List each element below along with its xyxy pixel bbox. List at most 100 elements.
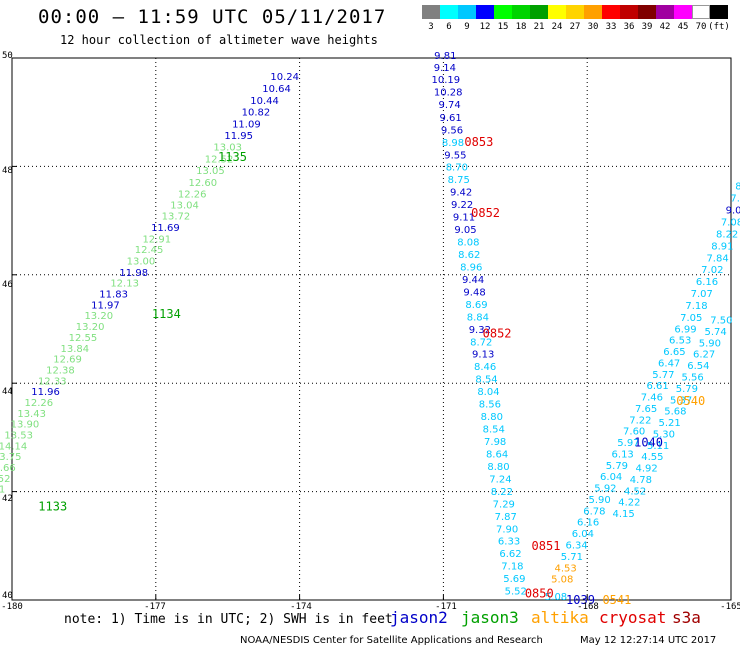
wave-height-label: 5.30 [653,429,675,440]
colorbar-label: 21 [533,22,545,32]
wave-height-label: 8.62 [458,250,480,261]
wave-height-label: 13.00 [127,257,156,268]
wave-height-label: 12.91 [142,234,171,245]
wave-height-label: 5.21 [659,418,681,429]
colorbar-label: 6 [446,22,452,32]
pass-time-label: 1134 [152,307,181,321]
wave-height-label: 5.56 [682,372,704,383]
y-tick-label: 48 [2,166,13,176]
wave-height-label: 11.96 [31,387,60,398]
wave-height-label: 8.98 [442,138,464,149]
wave-height-label: 9.32 [469,325,491,336]
wave-height-label: 6.53 [669,336,691,347]
wave-height-label: 6.33 [498,537,520,548]
wave-height-label: 12.33 [38,376,67,387]
colorbar-label: 24 [551,22,563,32]
colorbar-label: 18 [515,22,527,32]
wave-height-label: 12.26 [25,398,54,409]
wave-height-label: 9.81 [434,51,456,62]
y-tick-label: 42 [2,494,13,504]
x-tick-label: -168 [577,602,599,612]
colorbar-label: 70 [695,22,707,32]
wave-height-label: 7.29 [493,499,515,510]
wave-height-label: 8.70 [446,163,468,174]
pass-time-label: 0540 [676,394,705,408]
colorbar-label: 39 [641,22,653,32]
colorbar-label: (ft) [708,22,730,32]
wave-height-label: 9.48 [463,287,485,298]
colorbar-swatch [566,5,584,19]
map-title: 00:00 – 11:59 UTC 05/11/2017 [38,6,387,28]
wave-height-label: 9.11 [453,213,475,224]
plot-frame [11,57,732,601]
wave-height-label: 5.90 [699,338,721,349]
wave-height-label: 11.98 [119,268,148,279]
legend-s3a: s3a [672,608,701,627]
wave-height-label: 8.75 [448,175,470,186]
wave-height-label: 8.72 [470,337,492,348]
wave-height-label: 13.84 [60,344,89,355]
wave-height-label: 12.60 [188,178,217,189]
wave-height-label: 8.22 [716,229,738,240]
colorbar-swatch [440,5,458,19]
wave-height-label: 9.04 [726,206,740,217]
wave-height-label: 11.97 [91,300,120,311]
wave-height-label: 4.78 [630,475,652,486]
colorbar-label: 30 [587,22,599,32]
wave-height-label: 11.83 [99,290,128,301]
wave-height-label: 7.22 [629,415,651,426]
wave-height-label: 5.52 [505,587,527,598]
pass-time-label: 1040 [634,436,663,450]
wave-height-label: 8.08 [457,238,479,249]
x-tick-label: -180 [1,602,23,612]
wave-height-label: 7.24 [489,474,511,485]
legend-cryosat: cryosat [599,608,667,627]
colorbar-swatch [494,5,512,19]
wave-height-label: 7.05 [680,313,702,324]
wave-height-label: 13.66 [0,463,16,474]
wave-height-colorbar [422,5,728,19]
wave-height-label: 9.14 [434,63,456,74]
colorbar-swatch [422,5,440,19]
x-tick-label: -171 [435,602,457,612]
wave-height-label: 8.80 [487,462,509,473]
colorbar-swatch [656,5,674,19]
colorbar-label: 33 [605,22,617,32]
wave-height-label: 6.27 [693,350,715,361]
pass-time-label: 0850 [525,586,554,600]
wave-height-label: 8.91 [711,241,733,252]
wave-height-label: 8.54 [475,375,497,386]
legend-jason3: jason3 [461,608,519,627]
pass-time-label: 1039 [566,593,595,607]
x-tick-label: -174 [290,602,312,612]
colorbar-swatch [710,5,728,19]
wave-height-label: 9.44 [462,275,484,286]
wave-height-label: 5.11 [647,441,669,452]
wave-height-label: 11.95 [224,131,253,142]
wave-height-label: 10.82 [242,107,271,118]
wave-height-label: 5.68 [664,407,686,418]
wave-height-label: 9.74 [438,100,460,111]
wave-height-label: 12.11 [0,485,5,496]
wave-height-label: 7.98 [484,437,506,448]
wave-height-label: 6.54 [687,361,709,372]
wave-height-label: 5.37 [670,395,692,406]
colorbar-label: 15 [497,22,509,32]
y-tick-label: 44 [2,387,13,397]
y-tick-label: 50 [2,51,13,61]
colorbar-swatch [674,5,692,19]
wave-height-label: 12.45 [135,245,164,256]
wave-height-label: 6.99 [674,324,696,335]
wave-height-label: 12.26 [178,189,207,200]
wave-height-label: 6.65 [663,347,685,358]
colorbar-label: 36 [623,22,635,32]
colorbar-swatch [620,5,638,19]
wave-height-label: 7.18 [501,562,523,573]
wave-height-label: 12.38 [46,365,75,376]
wave-height-label: 6.61 [647,381,669,392]
wave-height-label: 13.72 [162,212,191,223]
pass-time-label: 0852 [471,206,500,220]
colorbar-swatch [602,5,620,19]
